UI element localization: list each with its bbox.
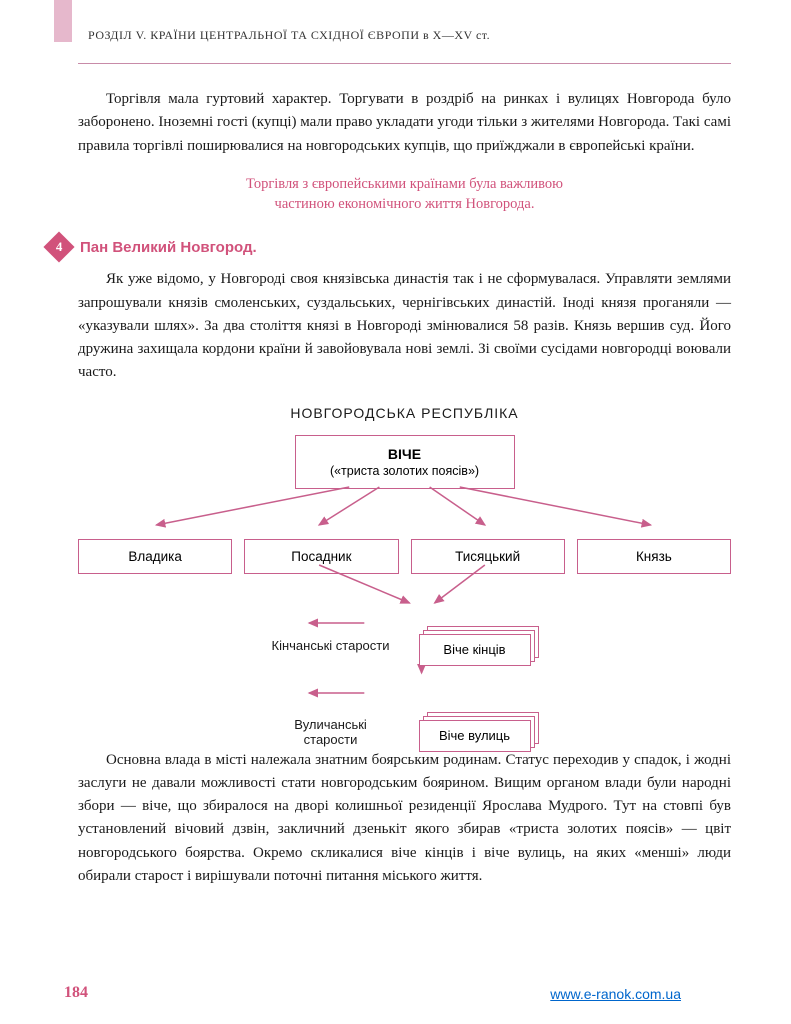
paragraph-1: Торгівля мала гуртовий характер. Торгува… xyxy=(78,88,731,158)
page-tab xyxy=(54,0,72,42)
section-header: РОЗДІЛ V. КРАЇНИ ЦЕНТРАЛЬНОЇ ТА СХІДНОЇ … xyxy=(88,28,731,43)
box-veche-kintsiv: Віче кінців xyxy=(419,634,531,666)
stack-veche-kintsiv: Віче кінців xyxy=(419,626,539,666)
separator xyxy=(78,63,731,64)
diagram-row-4: Вуличанські старости Віче вулиць xyxy=(78,712,731,752)
subsection-title: Пан Великий Новгород. xyxy=(80,239,257,256)
page-number: 184 xyxy=(64,984,88,1002)
site-link[interactable]: www.e-ranok.com.ua xyxy=(550,986,681,1002)
diagram-row-3: Кінчанські старости Віче кінців xyxy=(78,626,731,666)
section-number-diamond: 4 xyxy=(43,232,74,263)
highlight-line-2: частиною економічного життя Новгорода. xyxy=(78,194,731,214)
box-veche-vulyts: Віче вулиць xyxy=(419,720,531,752)
paragraph-3: Основна влада в місті належала знатним б… xyxy=(78,749,731,889)
highlight-callout: Торгівля з європейськими країнами була в… xyxy=(78,174,731,215)
highlight-line-1: Торгівля з європейськими країнами була в… xyxy=(78,174,731,194)
diagram-veche-box: ВІЧЕ («триста золотих поясів») xyxy=(295,435,515,489)
diagram-row-2: Владика Посадник Тисяцький Князь xyxy=(78,539,731,574)
label-vulychanski: Вуличанські старости xyxy=(271,717,391,747)
paragraph-2: Як уже відомо, у Новгороді своя князівсь… xyxy=(78,268,731,384)
diagram-title: НОВГОРОДСЬКА РЕСПУБЛІКА xyxy=(78,405,731,421)
box-knyaz: Князь xyxy=(577,539,731,574)
textbook-page: РОЗДІЛ V. КРАЇНИ ЦЕНТРАЛЬНОЇ ТА СХІДНОЇ … xyxy=(0,0,791,1024)
stack-veche-vulyts: Віче вулиць xyxy=(419,712,539,752)
box-tysyatskyi: Тисяцький xyxy=(411,539,565,574)
label-kinchanski: Кінчанські старости xyxy=(271,638,391,653)
subsection-heading: 4 Пан Великий Новгород. xyxy=(48,236,731,258)
box-posadnyk: Посадник xyxy=(244,539,398,574)
org-chart: НОВГОРОДСЬКА РЕСПУБЛІКА ВІЧЕ ( xyxy=(78,405,731,725)
veche-title: ВІЧЕ xyxy=(310,446,500,462)
veche-subtitle: («триста золотих поясів») xyxy=(310,464,500,478)
box-vladyka: Владика xyxy=(78,539,232,574)
